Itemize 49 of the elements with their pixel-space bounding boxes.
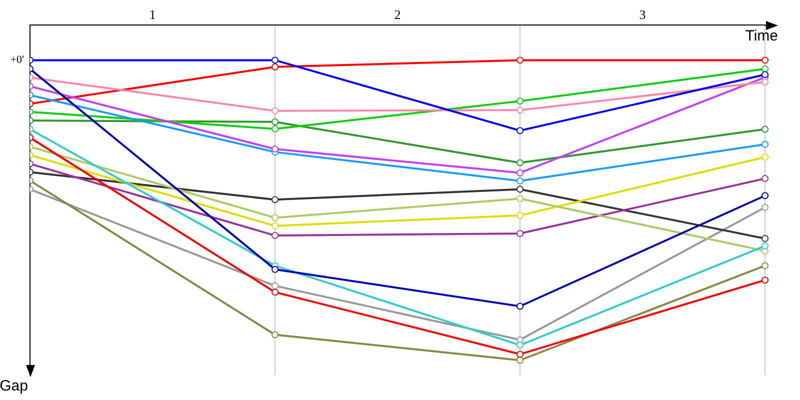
point [272,56,278,64]
point [516,177,524,184]
point [516,127,524,134]
point [762,242,768,250]
point [272,118,278,126]
point [272,196,278,204]
point [762,56,768,64]
point [762,126,768,133]
point [516,186,524,193]
point [762,276,768,284]
text: 1 [149,6,156,22]
point [272,222,278,230]
text: 2 [394,6,401,22]
point [762,65,768,72]
point [762,140,768,148]
point [272,63,278,70]
point [762,204,768,211]
point [516,230,524,238]
point [272,146,278,153]
point [272,232,278,240]
y-axis-title: Gap [0,378,28,395]
point [516,195,524,202]
point [272,288,278,296]
point [272,266,278,273]
point [516,350,524,358]
point [272,331,278,338]
text: 3 [639,6,646,22]
point [516,56,524,64]
point [516,169,524,176]
point [762,71,768,78]
point [516,212,524,219]
point [762,192,768,200]
point [516,159,524,166]
point [762,154,768,161]
point [762,235,768,242]
point [272,107,278,114]
text: +0' [10,54,24,66]
point [762,175,768,182]
point [762,262,768,270]
point [516,302,524,310]
point [272,282,278,290]
point [272,214,278,222]
point [516,98,524,105]
point [762,78,768,86]
x-axis-title: Time [745,28,778,45]
point [516,356,524,364]
point [272,125,278,132]
point [516,342,524,349]
point [516,106,524,114]
